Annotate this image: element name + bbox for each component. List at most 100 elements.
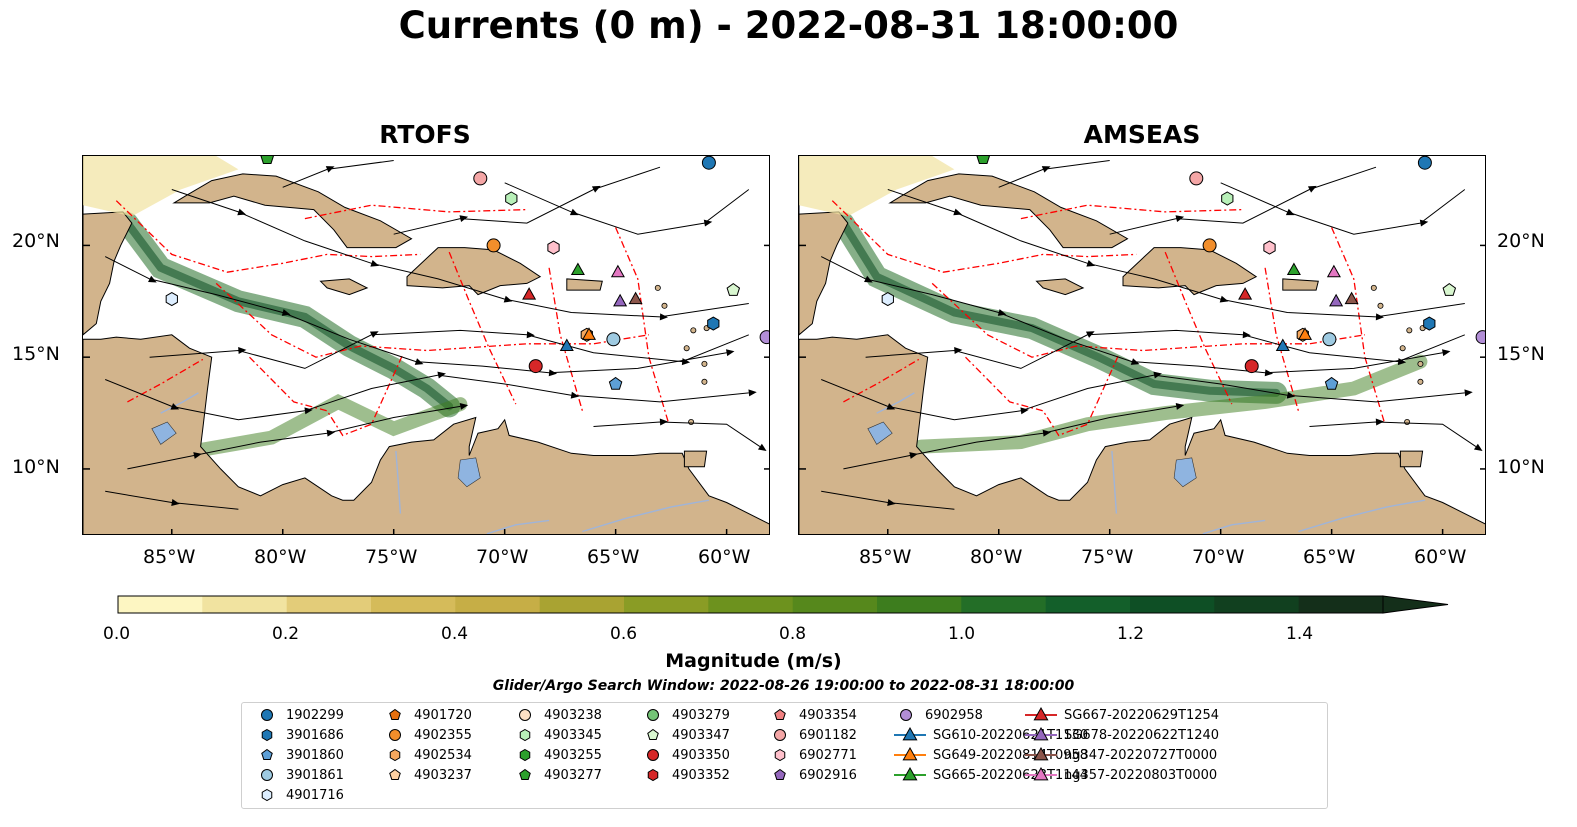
legend-marker	[261, 769, 273, 781]
map-canvas-amseas	[799, 156, 1485, 534]
marker-triangle	[1326, 264, 1341, 278]
legend-label: 6901182	[799, 727, 857, 743]
legend-marker	[902, 727, 918, 741]
marker-triangle	[1286, 262, 1301, 276]
river	[1202, 519, 1266, 534]
streamline-arrow	[1397, 358, 1407, 366]
streamline-arrow	[325, 166, 335, 173]
marker-triangle	[1329, 293, 1344, 307]
streamline	[593, 421, 761, 448]
marker-triangle	[1033, 747, 1049, 761]
legend-marker	[389, 708, 401, 720]
legend-item: SG667-20220629T1254	[1024, 705, 1219, 725]
platform-marker	[707, 316, 720, 331]
island	[701, 378, 708, 385]
legend-marker	[519, 768, 531, 780]
platform-marker	[976, 156, 990, 164]
map-panel-rtofs[interactable]	[82, 155, 770, 535]
platform-marker	[570, 262, 585, 276]
marker-pentagon	[261, 748, 273, 760]
streamline-arrow	[369, 331, 379, 338]
marker-hexagon	[774, 748, 786, 762]
streamline	[282, 160, 394, 188]
legend-triangle-icon	[894, 727, 926, 741]
streamline-arrow	[569, 208, 579, 216]
marker-circle	[1202, 238, 1217, 253]
streamline-arrow	[1464, 389, 1473, 397]
legend-marker	[774, 729, 786, 741]
legend-pentagon-icon	[774, 768, 786, 780]
marker-circle	[1322, 332, 1337, 347]
island	[688, 418, 695, 425]
island	[683, 345, 690, 352]
streamline-arrow	[1285, 208, 1295, 216]
marker-triangle	[628, 291, 643, 305]
legend-item: 1902299	[254, 705, 344, 725]
marker-pentagon	[976, 156, 990, 164]
legend-item: SG678-20220622T1240	[1024, 725, 1219, 745]
streamline-arrow	[1419, 219, 1429, 227]
marker-circle	[774, 729, 786, 741]
legend-triangle-icon	[894, 767, 926, 781]
streamline	[887, 189, 1465, 318]
legend-marker	[902, 747, 918, 761]
eez-boundary	[931, 282, 1366, 358]
legend-label: 4901716	[286, 787, 344, 803]
platform-marker	[726, 282, 741, 296]
lat-tick-label: 15°N	[12, 343, 60, 365]
legend-item: 4903352	[640, 765, 730, 785]
eez-boundary	[1264, 267, 1300, 411]
streamline-arrow	[1441, 349, 1451, 357]
platform-marker	[1326, 264, 1341, 278]
lon-tick-label: 75°W	[365, 546, 418, 568]
streamline-arrow	[954, 347, 963, 354]
legend-hexagon-icon	[519, 748, 531, 762]
streamline-arrow	[148, 275, 157, 283]
streamline-arrow	[548, 369, 558, 377]
marker-circle	[519, 709, 531, 721]
land-mass	[406, 247, 542, 296]
colorbar-segment	[1214, 596, 1300, 613]
legend-circle-icon	[647, 749, 659, 761]
lake	[151, 421, 177, 445]
eez-boundary	[215, 282, 650, 358]
land-mass	[683, 450, 708, 468]
colorbar-tick-label: 0.2	[272, 624, 300, 644]
land-mass	[1122, 247, 1258, 296]
lon-tick-label: 70°W	[1192, 546, 1245, 568]
legend-marker	[647, 728, 659, 740]
streamline-arrow	[909, 452, 918, 459]
eez-boundary	[115, 200, 421, 273]
marker-circle	[1417, 156, 1432, 170]
legend-marker	[1033, 747, 1049, 761]
streamline-arrow	[459, 402, 469, 410]
current-jet-core	[123, 219, 454, 411]
platform-marker	[486, 238, 501, 253]
legend-circle-icon	[647, 709, 659, 721]
river	[876, 392, 915, 414]
legend-pentagon-icon	[389, 768, 401, 780]
marker-triangle	[1033, 707, 1049, 721]
legend-item: 6902771	[767, 745, 857, 765]
streamline-arrow	[1242, 331, 1251, 339]
river	[582, 499, 710, 533]
lon-tick-label: 60°W	[698, 546, 751, 568]
streamline-arrow	[1130, 358, 1140, 365]
marker-triangle	[902, 767, 918, 781]
marker-circle	[1475, 330, 1485, 345]
legend-item: 3901686	[254, 725, 344, 745]
colorbar-segment	[539, 596, 625, 613]
marker-triangle	[610, 264, 625, 278]
marker-circle	[261, 709, 273, 721]
map-panel-amseas[interactable]	[798, 155, 1486, 535]
land-mass	[566, 278, 603, 291]
legend-label: SG667-20220629T1254	[1064, 707, 1220, 723]
platform-marker	[1221, 191, 1234, 206]
legend-marker	[774, 708, 786, 720]
streamline-arrow	[1020, 407, 1029, 415]
figure-title: Currents (0 m) - 2022-08-31 18:00:00	[398, 4, 1179, 47]
lat-tick-label: 10°N	[12, 456, 60, 478]
streamline	[504, 182, 750, 235]
marker-hexagon	[505, 191, 518, 206]
platform-marker	[165, 292, 178, 307]
